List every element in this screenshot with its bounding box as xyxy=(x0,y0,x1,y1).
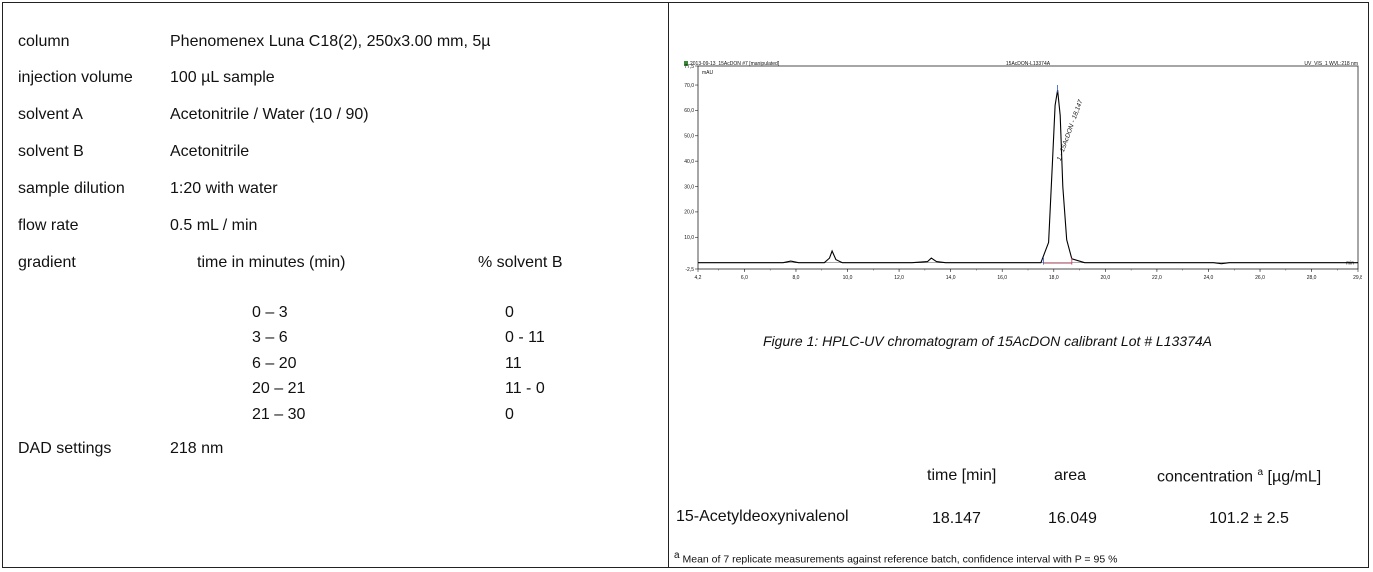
chart-header-center: 15AcDON-L13374A xyxy=(1006,61,1051,67)
solvent-b-label: solvent B xyxy=(18,143,84,160)
dad-value: 218 nm xyxy=(170,440,224,457)
flow-value: 0.5 mL / min xyxy=(170,217,258,234)
results-header-concentration: concentration a [µg/mL] xyxy=(1157,467,1321,486)
solvent-b-value: Acetonitrile xyxy=(170,143,250,160)
x-tick-label-6: 16,0 xyxy=(997,275,1007,281)
x-tick-label-5: 14,0 xyxy=(946,275,956,281)
x-tick-label-11: 26,0 xyxy=(1255,275,1265,281)
results-concentration: 101.2 ± 2.5 xyxy=(1209,510,1289,527)
chart-header-left: 2013-09-13_15AcDON #7 [manipulated] xyxy=(690,61,780,67)
results-header-time: time [min] xyxy=(927,467,997,484)
footnote-sup: a xyxy=(674,550,680,561)
figure-caption: Figure 1: HPLC-UV chromatogram of 15AcDO… xyxy=(763,333,1212,349)
gradient-label: gradient xyxy=(18,254,76,271)
y-tick-label-1: 10,0 xyxy=(684,235,694,241)
gradient-time-1: 3 – 6 xyxy=(252,329,288,346)
results-header-conc-text: concentration xyxy=(1157,468,1254,486)
chromatogram: 2013-09-13_15AcDON #7 [manipulated] 15AcD… xyxy=(676,26,1363,296)
results-header-area: area xyxy=(1054,467,1087,484)
peak-label: 1 - 15AcDON - 18,147 xyxy=(1056,99,1085,162)
y-tick-label-5: 50,0 xyxy=(684,134,694,140)
y-tick-label-7: 70,0 xyxy=(684,83,694,89)
dilution-value: 1:20 with water xyxy=(170,180,278,197)
gradient-time-2: 6 – 20 xyxy=(252,355,297,372)
plot-frame xyxy=(697,65,1359,270)
chromatogram-svg: 2013-09-13_15AcDON #7 [manipulated] 15AcD… xyxy=(684,61,1363,281)
x-tick-label-8: 20,0 xyxy=(1100,275,1110,281)
gradient-pct-3: 11 - 0 xyxy=(505,380,545,397)
y-tick-label-3: 30,0 xyxy=(684,184,694,190)
gradient-time-3: 20 – 21 xyxy=(252,380,306,397)
x-tick-label-12: 28,0 xyxy=(1307,275,1317,281)
y-tick-label-0: -2,5 xyxy=(685,267,694,273)
solvent-a-value: Acetonitrile / Water (10 / 90) xyxy=(170,106,369,123)
footnote-text: Mean of 7 replicate measurements against… xyxy=(682,553,1118,566)
y-tick-label-4: 40,0 xyxy=(684,159,694,165)
injection-label: injection volume xyxy=(18,69,133,86)
x-tick-label-4: 12,0 xyxy=(894,275,904,281)
column-divider xyxy=(668,3,669,567)
flow-label: flow rate xyxy=(18,217,79,234)
x-tick-label-0: 4,2 xyxy=(695,275,702,281)
solvent-a-label: solvent A xyxy=(18,106,83,123)
gradient-time-4: 21 – 30 xyxy=(252,406,306,423)
dilution-label: sample dilution xyxy=(18,180,125,197)
x-tick-label-7: 18,0 xyxy=(1049,275,1059,281)
x-tick-label-2: 8,0 xyxy=(792,275,799,281)
x-tick-label-13: 29,8 xyxy=(1353,275,1362,281)
y-axis-label: mAU xyxy=(702,70,714,76)
gradient-time-0: 0 – 3 xyxy=(252,304,288,321)
column-label: column xyxy=(18,33,70,50)
chart-header-right: UV_VIS_1 WVL:218 nm xyxy=(1304,61,1358,67)
gradient-pct-4: 0 xyxy=(505,406,514,423)
x-tick-label-1: 6,0 xyxy=(741,275,748,281)
y-tick-label-8: 77,5 xyxy=(684,64,694,70)
results-header-conc-unit: [µg/mL] xyxy=(1267,468,1322,486)
dad-label: DAD settings xyxy=(18,440,112,457)
results-compound: 15-Acetyldeoxynivalenol xyxy=(676,508,849,525)
header-color-marker xyxy=(684,61,688,66)
column-value: Phenomenex Luna C18(2), 250x3.00 mm, 5µ xyxy=(170,33,491,50)
gradient-pct-1: 0 - 11 xyxy=(505,329,545,346)
results-area: 16.049 xyxy=(1048,510,1097,527)
injection-value: 100 µL sample xyxy=(170,69,275,86)
x-axis-label: min xyxy=(1346,261,1354,267)
gradient-solvent-header: % solvent B xyxy=(478,254,563,271)
results-time: 18.147 xyxy=(932,510,981,527)
footnote: a Mean of 7 replicate measurements again… xyxy=(674,550,1117,566)
x-tick-label-10: 24,0 xyxy=(1204,275,1214,281)
gradient-time-header: time in minutes (min) xyxy=(197,254,346,271)
gradient-pct-2: 11 xyxy=(505,355,522,372)
x-tick-label-3: 10,0 xyxy=(843,275,853,281)
y-tick-label-6: 60,0 xyxy=(684,108,694,114)
chromatogram-trace-0 xyxy=(698,90,1358,265)
x-tick-label-9: 22,0 xyxy=(1152,275,1162,281)
results-header-conc-sup: a xyxy=(1257,467,1264,478)
gradient-pct-0: 0 xyxy=(505,304,514,321)
y-tick-label-2: 20,0 xyxy=(684,210,694,216)
